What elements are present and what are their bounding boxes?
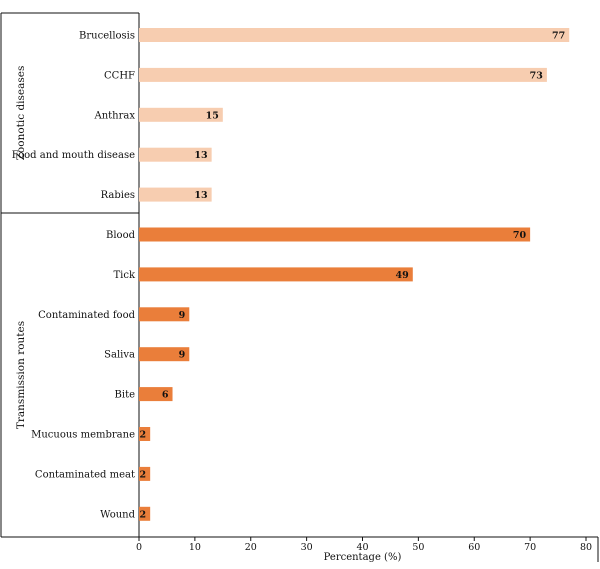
category-label-mucuous-membrane: Mucuous membrane xyxy=(31,430,135,441)
category-label-bite: Bite xyxy=(115,390,136,401)
x-axis-title: Percentage (%) xyxy=(324,552,402,563)
data-label-rabies: 13 xyxy=(194,190,207,201)
data-label-blood: 70 xyxy=(513,230,527,241)
bar-anthrax xyxy=(139,107,223,122)
category-label-blood: Blood xyxy=(106,230,136,241)
data-label-cchf: 73 xyxy=(530,70,543,81)
bar-wound xyxy=(139,506,151,521)
data-label-saliva: 9 xyxy=(179,350,186,361)
x-tick-label-80: 80 xyxy=(580,542,592,553)
data-label-contaminated-meat: 2 xyxy=(140,469,147,480)
x-tick-label-60: 60 xyxy=(468,542,480,553)
group-label-transmission-routes: Transmission routes xyxy=(15,321,27,429)
bar-rabies xyxy=(139,187,212,202)
x-tick-label-50: 50 xyxy=(412,542,424,553)
data-label-food-and-mouth-disease: 13 xyxy=(194,150,207,161)
category-label-food-and-mouth-disease: Food and mouth disease xyxy=(12,150,135,161)
bar-saliva xyxy=(139,347,190,362)
category-label-saliva: Saliva xyxy=(104,350,135,361)
group-label-zoonotic-diseases: Zoonotic diseases xyxy=(15,66,27,161)
x-tick-label-70: 70 xyxy=(524,542,536,553)
category-label-contaminated-meat: Contaminated meat xyxy=(35,469,135,480)
bar-contaminated-meat xyxy=(139,466,151,481)
category-label-contaminated-food: Contaminated food xyxy=(38,310,135,321)
data-label-anthrax: 15 xyxy=(206,110,219,121)
category-label-cchf: CCHF xyxy=(104,70,135,81)
x-tick-label-20: 20 xyxy=(245,542,257,553)
category-label-wound: Wound xyxy=(100,509,136,520)
bar-food-and-mouth-disease xyxy=(139,147,212,162)
category-label-tick: Tick xyxy=(113,270,135,281)
category-label-anthrax: Anthrax xyxy=(93,110,135,121)
data-label-wound: 2 xyxy=(140,509,147,520)
data-label-mucuous-membrane: 2 xyxy=(140,430,147,441)
data-label-brucellosis: 77 xyxy=(552,31,565,42)
x-tick-label-0: 0 xyxy=(136,542,142,553)
bar-cchf xyxy=(139,67,547,82)
category-label-brucellosis: Brucellosis xyxy=(79,31,135,42)
x-tick-label-10: 10 xyxy=(189,542,201,553)
data-label-tick: 49 xyxy=(396,270,410,281)
bar-blood xyxy=(139,227,531,242)
data-label-contaminated-food: 9 xyxy=(179,310,186,321)
bar-contaminated-food xyxy=(139,307,190,322)
bar-bite xyxy=(139,387,173,402)
bar-tick xyxy=(139,267,413,282)
x-tick-label-30: 30 xyxy=(301,542,313,553)
x-tick-label-40: 40 xyxy=(356,542,368,553)
bar-brucellosis xyxy=(139,28,570,42)
bar-mucuous-membrane xyxy=(139,427,151,441)
data-label-bite: 6 xyxy=(162,390,169,401)
category-label-rabies: Rabies xyxy=(101,190,135,201)
